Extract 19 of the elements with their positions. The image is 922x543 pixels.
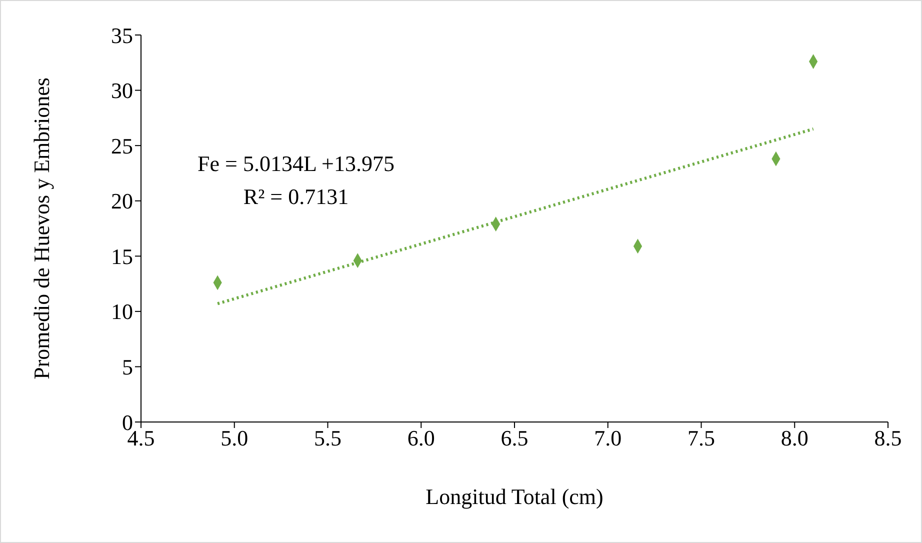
- y-axis-title: Promedio de Huevos y Embriones: [28, 78, 54, 380]
- annotation: Fe = 5.0134L +13.975: [196, 150, 396, 178]
- x-tick-label: 5.5: [314, 426, 342, 451]
- x-tick-label: 6.0: [407, 426, 435, 451]
- y-tick-label: 5: [122, 354, 133, 380]
- y-tick-label: 25: [111, 133, 133, 158]
- x-tick-label: 8.5: [874, 426, 902, 451]
- annotation: R² = 0.7131: [242, 183, 350, 211]
- x-tick-label: 5.0: [220, 426, 248, 451]
- x-axis-title: Longitud Total (cm): [426, 484, 604, 509]
- x-tick-label: 8.0: [780, 426, 808, 451]
- y-tick-label: 15: [111, 244, 133, 269]
- x-tick-label: 7.5: [688, 426, 715, 451]
- y-tick-label: 20: [111, 188, 133, 214]
- y-tick-label: 10: [111, 299, 133, 324]
- y-tick-label: 35: [111, 22, 133, 48]
- x-tick-label: 7.0: [594, 426, 622, 451]
- x-tick-label: 6.5: [500, 426, 528, 451]
- y-tick-label: 30: [111, 78, 133, 104]
